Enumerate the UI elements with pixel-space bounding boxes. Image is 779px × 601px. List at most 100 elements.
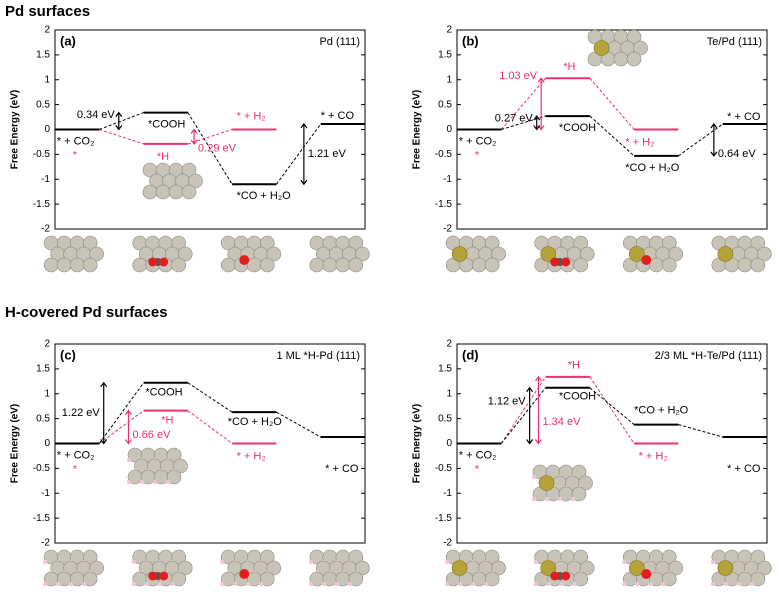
state-label: * + CO₂ (57, 135, 95, 147)
atom (82, 235, 98, 251)
atom (573, 257, 589, 273)
y-tick-label: 0 (44, 438, 50, 449)
atom (668, 246, 684, 262)
arrow-head (190, 139, 198, 145)
arrow-head (526, 386, 534, 393)
state-label: *H (161, 415, 173, 427)
atom (266, 560, 282, 576)
atom (177, 246, 193, 262)
connector (589, 376, 635, 444)
panel-label: (a) (60, 33, 76, 48)
h-atom (220, 581, 225, 587)
atom (69, 257, 85, 273)
atom (348, 257, 364, 273)
state-label: * (475, 463, 480, 475)
te-atom (451, 246, 468, 262)
h-atom (559, 581, 564, 587)
y-tick-label: 1.5 (36, 50, 50, 61)
y-axis-label: Free Energy (eV) (412, 404, 423, 483)
arrow-head (125, 439, 132, 445)
energy-label: 0.27 eV (495, 113, 534, 125)
atom (220, 257, 236, 273)
connector (187, 382, 233, 413)
h-atom (347, 581, 353, 587)
energy-label: 1.12 eV (488, 396, 527, 408)
atom (661, 257, 677, 273)
y-tick-label: -2 (41, 224, 50, 235)
atom (578, 475, 593, 491)
connector (99, 129, 144, 145)
atom (484, 549, 500, 565)
atom (171, 549, 187, 565)
h-atom (259, 581, 264, 587)
atom (661, 571, 677, 587)
panel-label: (d) (462, 347, 479, 362)
h-atom (723, 581, 729, 587)
y-tick-label: -0.5 (435, 149, 453, 160)
h-atom (42, 559, 48, 565)
arrow-head (533, 115, 541, 121)
atom (648, 257, 664, 273)
y-tick-label: 0.5 (36, 99, 50, 110)
h-atom (557, 496, 563, 502)
connector (98, 382, 144, 444)
y-tick-label: 1.5 (438, 364, 452, 375)
connector (589, 77, 635, 130)
atom (750, 571, 766, 587)
section-heading: Pd surfaces (5, 3, 90, 20)
y-tick-label: 2 (44, 25, 50, 36)
connector (501, 115, 546, 130)
atom (348, 549, 364, 565)
h-atom (170, 581, 175, 587)
atom (171, 235, 187, 251)
h-atom (233, 581, 238, 587)
y-tick-label: 2 (44, 339, 50, 350)
state-label: * + H₂ (639, 450, 668, 462)
atom (573, 235, 589, 251)
state-label: *H (568, 360, 580, 372)
plot-frame (54, 29, 366, 230)
y-tick-label: 0.5 (36, 413, 50, 424)
y-tick-label: -1.5 (33, 513, 51, 524)
y-tick-label: -0.5 (435, 463, 453, 474)
y-tick-label: 2 (446, 339, 452, 350)
y-tick-label: 1 (44, 388, 50, 399)
te-atom (628, 560, 645, 576)
arrow-head (300, 123, 308, 129)
te-atom (540, 246, 557, 262)
state-label: *CO + H₂O (237, 190, 292, 202)
te-atom (538, 475, 555, 491)
state-label: * + CO₂ (57, 449, 95, 461)
atom (757, 560, 772, 576)
energy-label: 1.21 eV (308, 148, 347, 160)
h-atom (42, 581, 48, 587)
atom (348, 571, 364, 587)
panel-label: (b) (462, 33, 479, 48)
y-tick-label: -0.5 (33, 463, 51, 474)
atom (89, 560, 104, 576)
atom (348, 235, 364, 251)
o-atom (148, 257, 158, 267)
o-atom (239, 569, 250, 579)
y-tick-label: 0.5 (438, 99, 452, 110)
atom (661, 549, 677, 565)
arrow-head (535, 375, 542, 382)
y-tick-label: 0 (446, 124, 452, 135)
atom (757, 246, 772, 262)
atom (626, 51, 642, 67)
arrow-head (535, 439, 542, 445)
atom (322, 257, 338, 273)
arrow-head (710, 151, 718, 157)
energy-label: 1.22 eV (62, 407, 101, 419)
section-heading: H-covered Pd surfaces (5, 304, 168, 321)
h-atom (533, 559, 538, 565)
h-atom (622, 581, 627, 587)
atom (259, 257, 275, 273)
atom (491, 560, 506, 576)
h-atom (131, 581, 136, 587)
atom (171, 257, 187, 273)
atom (750, 235, 766, 251)
y-tick-label: 0 (44, 124, 50, 135)
h-atom (635, 581, 640, 587)
state-label: * (475, 149, 480, 161)
